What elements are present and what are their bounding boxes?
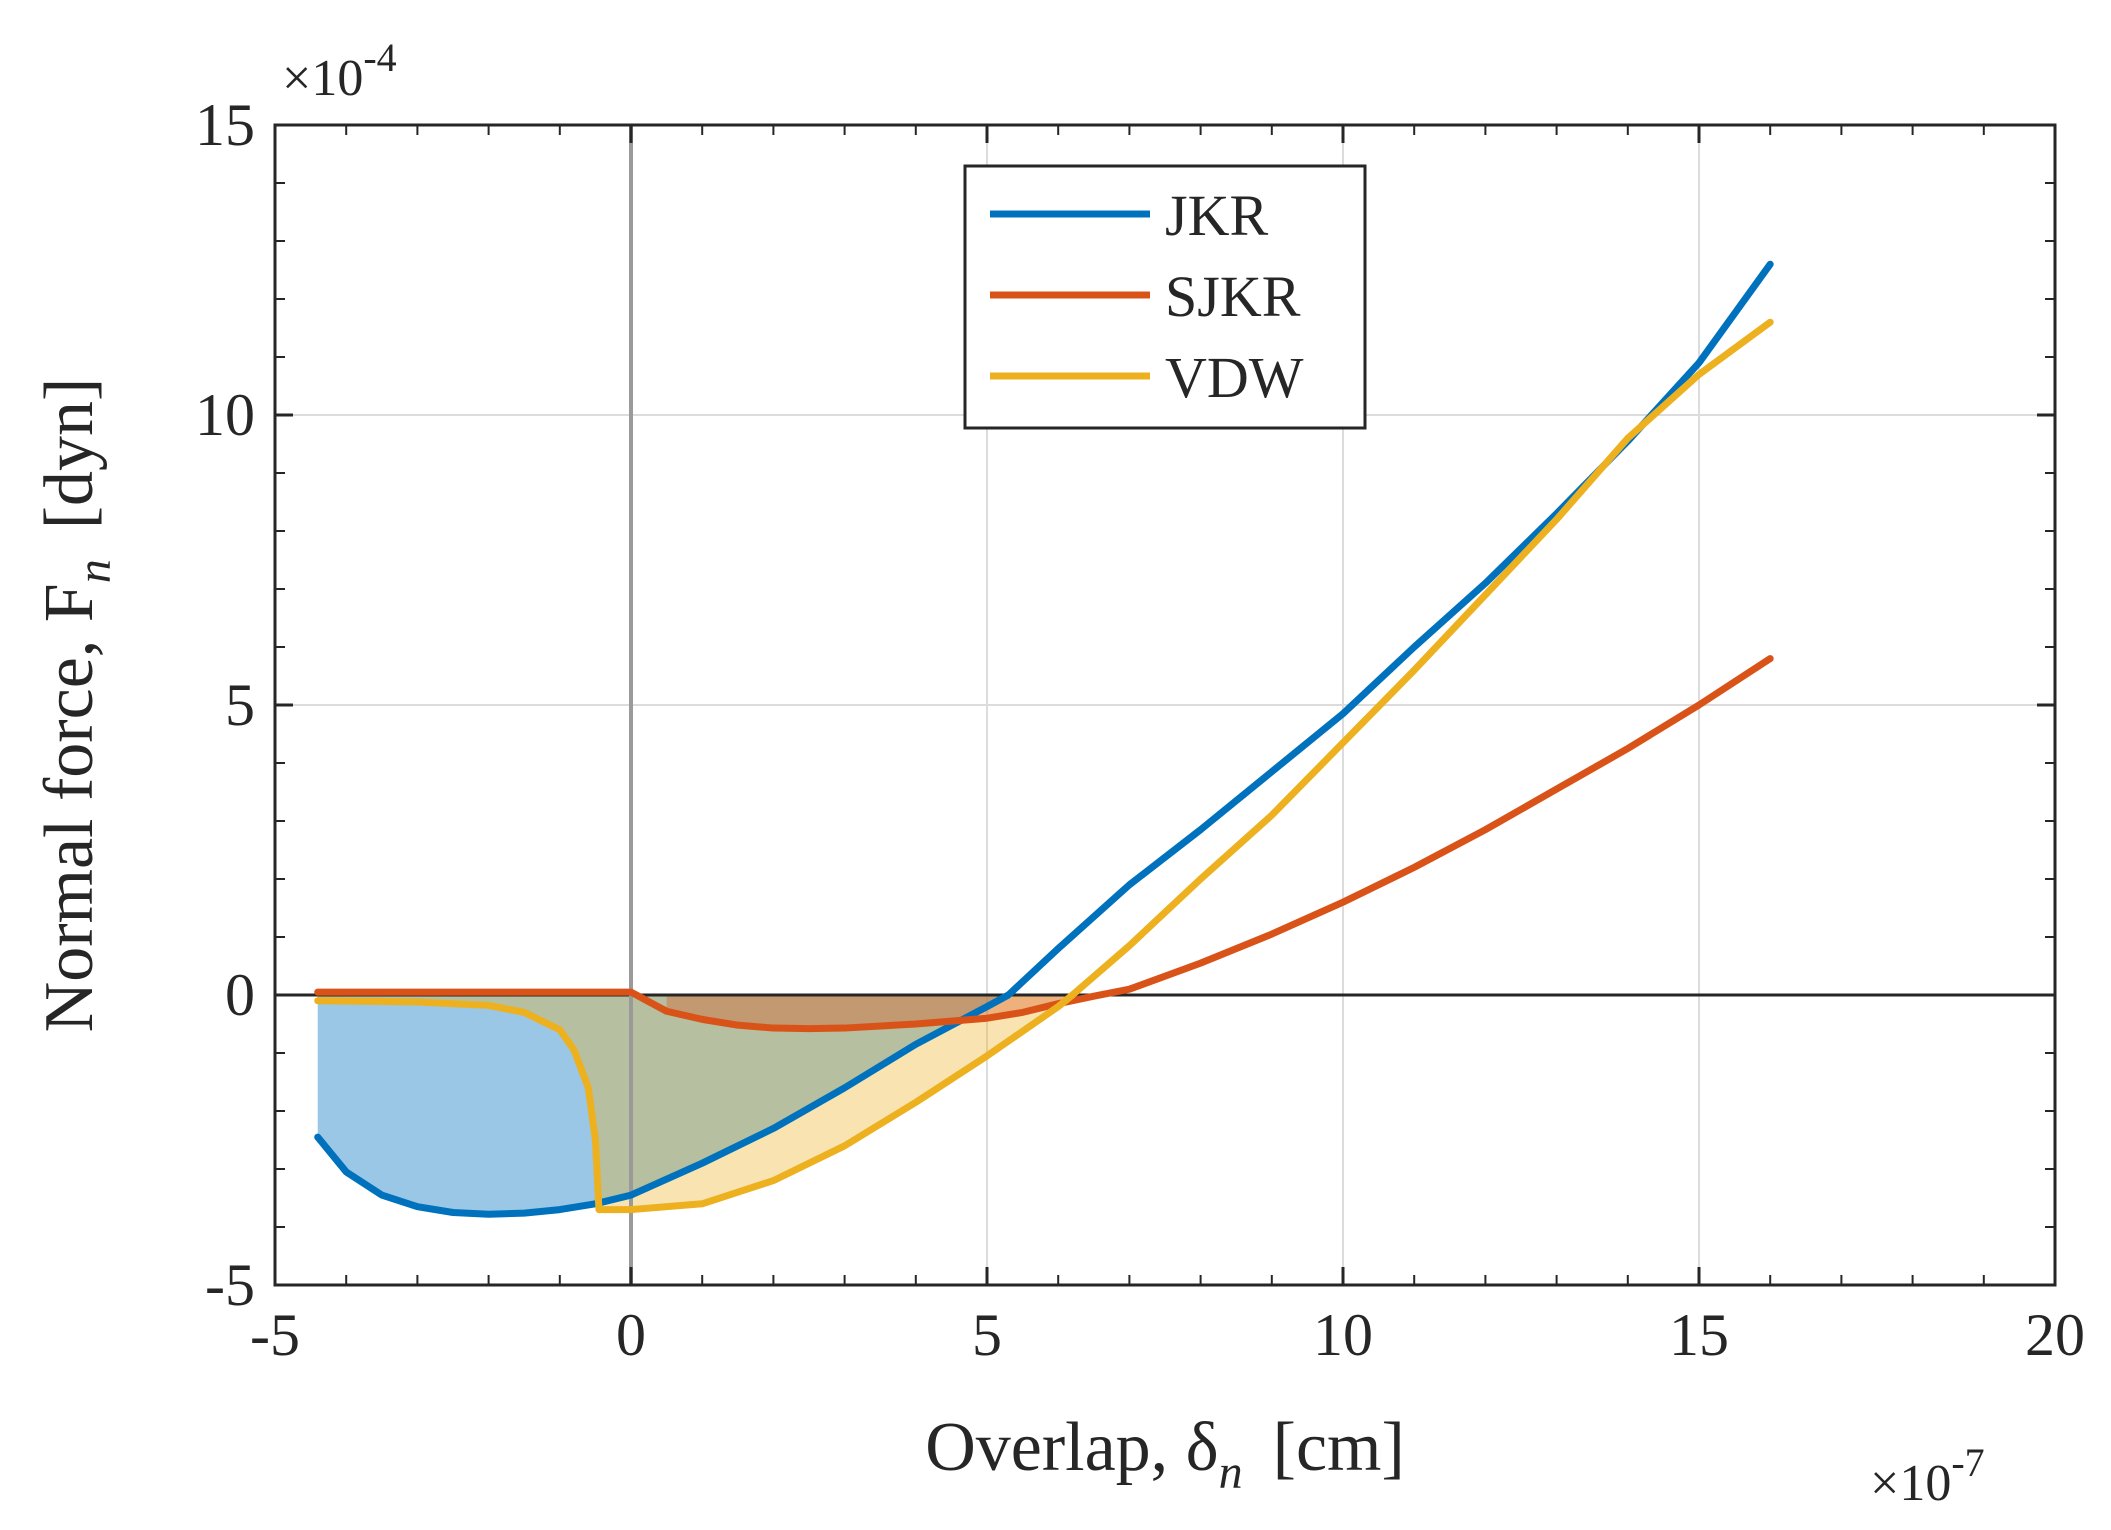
tick-labels: -5 0 5 10 15 20 -5 0 5 10 15 [195,92,2085,1368]
y-axis-label-unit: [dyn] [31,378,108,530]
y-multiplier: ×10-4 [282,35,397,107]
x-tick-label: 10 [1313,1302,1373,1368]
x-tick-label: -5 [250,1302,300,1368]
x-tick-label: 0 [616,1302,646,1368]
y-axis-label: Normal force, Fn[dyn] [31,378,121,1033]
y-axis-label-subscript: n [68,559,121,583]
y-tick-label: 0 [225,962,255,1028]
jkr-fill [317,995,1009,1215]
legend: JKR SJKR VDW [963,164,1367,430]
legend-label-sjkr: SJKR [1165,264,1301,329]
jkr-line [314,260,1774,1218]
series-lines [314,260,1774,1218]
legend-label-jkr: JKR [1165,183,1268,248]
x-axis-label-unit: [cm] [1273,1409,1405,1486]
y-multiplier-exponent: -4 [363,35,396,80]
y-tick-label: 10 [195,382,255,448]
x-multiplier-exponent: -7 [1951,1440,1984,1485]
vdw-line [314,318,1774,1214]
y-tick-label: -5 [205,1252,255,1318]
y-tick-label: 15 [195,92,255,158]
x-tick-label: 5 [972,1302,1002,1368]
x-axis-label-subscript: n [1219,1446,1243,1499]
x-tick-label: 20 [2025,1302,2085,1368]
x-axis-label: Overlap, δn [cm] [925,1409,1405,1499]
x-tick-label: 15 [1669,1302,1729,1368]
y-tick-label: 5 [225,672,255,738]
sjkr-line [314,655,1774,1033]
x-multiplier: ×10-7 [1870,1440,1985,1512]
ticks [273,123,2057,1287]
vdw-fill [317,995,1073,1210]
legend-label-vdw: VDW [1165,345,1304,410]
